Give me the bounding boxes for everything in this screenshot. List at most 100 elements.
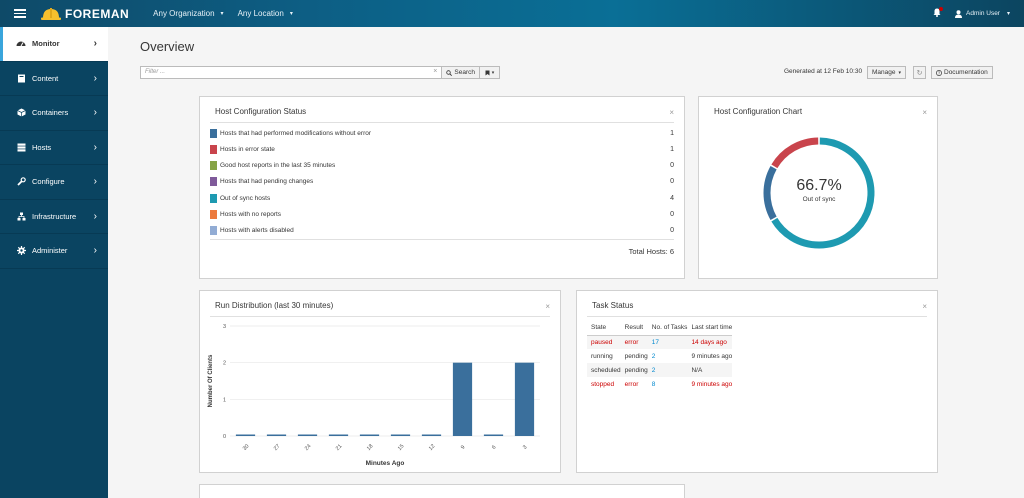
task-state: running bbox=[591, 352, 613, 360]
user-icon bbox=[955, 9, 963, 18]
donut-segment[interactable] bbox=[763, 165, 777, 221]
close-icon[interactable]: × bbox=[545, 302, 550, 311]
notifications-button[interactable] bbox=[933, 7, 944, 19]
close-icon[interactable]: × bbox=[922, 108, 927, 117]
bar[interactable] bbox=[297, 434, 318, 437]
sidebar-item-configure[interactable]: Configure › bbox=[0, 165, 108, 200]
sidebar-item-hosts[interactable]: Hosts › bbox=[0, 131, 108, 165]
legend-swatch bbox=[210, 161, 217, 171]
status-row[interactable]: Hosts that had performed modifications w… bbox=[210, 125, 674, 141]
donut-segment[interactable] bbox=[771, 137, 875, 249]
search-placeholder: Filter ... bbox=[145, 69, 166, 75]
sidebar: Monitor › Content › Containers › Hosts ›… bbox=[0, 27, 108, 498]
status-label: Good host reports in the last 35 minutes bbox=[220, 162, 336, 170]
caret-down-icon: ▾ bbox=[220, 11, 224, 17]
bar[interactable] bbox=[452, 362, 473, 436]
table-row[interactable]: running pending 2 9 minutes ago bbox=[587, 349, 732, 363]
bar[interactable] bbox=[266, 434, 287, 437]
sidebar-item-infrastructure[interactable]: Infrastructure › bbox=[0, 200, 108, 234]
search-button[interactable]: Search bbox=[442, 66, 480, 79]
donut-segment[interactable] bbox=[771, 137, 819, 169]
status-row[interactable]: Hosts in error state 1 bbox=[210, 141, 674, 157]
chevron-right-icon: › bbox=[93, 141, 97, 153]
legend-swatch bbox=[210, 144, 217, 154]
column-header: State bbox=[587, 321, 621, 336]
organization-dropdown[interactable]: Any Organization ▾ bbox=[153, 9, 223, 18]
clear-icon[interactable]: × bbox=[433, 68, 438, 75]
x-tick-label: 15 bbox=[397, 443, 406, 452]
x-tick-label: 30 bbox=[242, 443, 251, 452]
bar[interactable] bbox=[390, 434, 411, 437]
status-row[interactable]: Hosts that had pending changes 0 bbox=[210, 174, 674, 190]
user-menu[interactable]: Admin User ▾ bbox=[955, 9, 1010, 18]
notification-dot bbox=[939, 7, 944, 11]
bar[interactable] bbox=[421, 434, 442, 437]
sidebar-item-label: Infrastructure bbox=[32, 211, 77, 221]
legend-swatch bbox=[210, 177, 217, 187]
x-axis-label: Minutes Ago bbox=[366, 460, 405, 467]
chevron-right-icon: › bbox=[93, 176, 97, 188]
status-row[interactable]: Hosts with alerts disabled 0 bbox=[210, 223, 674, 239]
y-tick-label: 2 bbox=[223, 361, 226, 367]
sidebar-item-label: Containers bbox=[32, 108, 69, 118]
table-row[interactable]: paused error 17 14 days ago bbox=[587, 335, 733, 349]
task-count-link[interactable]: 2 bbox=[651, 352, 656, 360]
bar[interactable] bbox=[514, 362, 535, 436]
task-state: paused bbox=[587, 335, 621, 349]
documentation-button[interactable]: ? Documentation bbox=[931, 66, 993, 79]
brand-name[interactable]: FOREMAN bbox=[65, 6, 130, 21]
sidebar-item-administer[interactable]: Administer › bbox=[0, 234, 108, 269]
search-input[interactable]: Filter ... × bbox=[140, 66, 443, 79]
sidebar-item-containers[interactable]: Containers › bbox=[0, 96, 108, 131]
documentation-label: Documentation bbox=[944, 69, 988, 76]
search-button-label: Search bbox=[454, 69, 475, 76]
location-dropdown[interactable]: Any Location ▾ bbox=[238, 9, 293, 18]
status-row[interactable]: Out of sync hosts 4 bbox=[210, 190, 674, 206]
manage-dropdown-button[interactable]: Manage ▾ bbox=[867, 66, 907, 79]
status-row[interactable]: Good host reports in the last 35 minutes… bbox=[210, 158, 674, 174]
bar[interactable] bbox=[359, 434, 380, 437]
sidebar-item-label: Hosts bbox=[32, 142, 52, 152]
close-icon[interactable]: × bbox=[669, 108, 674, 117]
bell-icon bbox=[933, 8, 941, 17]
bookmark-dropdown-button[interactable]: ▾ bbox=[480, 66, 500, 79]
task-count-link[interactable]: 17 bbox=[647, 335, 688, 349]
sidebar-item-label: Content bbox=[32, 73, 59, 83]
x-tick-label: 21 bbox=[335, 443, 344, 452]
user-name: Admin User bbox=[966, 10, 1000, 17]
task-count-link[interactable]: 8 bbox=[651, 380, 656, 388]
status-count: 0 bbox=[670, 178, 674, 186]
widget-title: Host Configuration Status bbox=[215, 107, 307, 116]
manage-label: Manage bbox=[872, 69, 896, 76]
table-row[interactable]: scheduled pending 2 N/A bbox=[587, 363, 733, 377]
host-config-chart-widget: Host Configuration Chart × 66.7% Out of … bbox=[698, 96, 938, 279]
status-count: 1 bbox=[670, 145, 674, 153]
table-row[interactable]: stopped error 8 9 minutes ago bbox=[587, 377, 732, 391]
refresh-icon: ↻ bbox=[916, 69, 923, 77]
legend-swatch bbox=[210, 210, 217, 219]
close-icon[interactable]: × bbox=[922, 302, 927, 311]
bar[interactable] bbox=[328, 434, 349, 437]
bar[interactable] bbox=[483, 434, 504, 437]
sidebar-item-content[interactable]: Content › bbox=[0, 62, 108, 96]
foreman-helmet-logo[interactable] bbox=[41, 7, 61, 21]
svg-text:?: ? bbox=[938, 70, 941, 75]
task-status-widget: Task Status × State Result No. of Tasks … bbox=[576, 290, 938, 473]
refresh-button[interactable]: ↻ bbox=[913, 66, 926, 79]
task-table: State Result No. of Tasks Last start tim… bbox=[587, 321, 733, 391]
status-row[interactable]: Hosts with no reports 0 bbox=[210, 207, 674, 223]
donut-chart: 66.7% Out of sync bbox=[759, 133, 879, 253]
task-state: scheduled bbox=[587, 363, 621, 377]
status-count: 1 bbox=[670, 129, 674, 137]
chevron-right-icon: › bbox=[93, 38, 97, 50]
menu-toggle-button[interactable] bbox=[0, 0, 40, 27]
bar[interactable] bbox=[235, 434, 256, 437]
widget-title: Host Configuration Chart bbox=[714, 107, 803, 116]
total-hosts: Total Hosts: 6 bbox=[628, 247, 674, 256]
wrench-icon bbox=[16, 177, 26, 187]
sidebar-item-monitor[interactable]: Monitor › bbox=[0, 27, 108, 62]
status-count: 0 bbox=[670, 211, 674, 218]
x-tick-label: 18 bbox=[366, 443, 375, 452]
task-count-link[interactable]: 2 bbox=[647, 363, 688, 377]
caret-down-icon: ▾ bbox=[1006, 11, 1010, 17]
